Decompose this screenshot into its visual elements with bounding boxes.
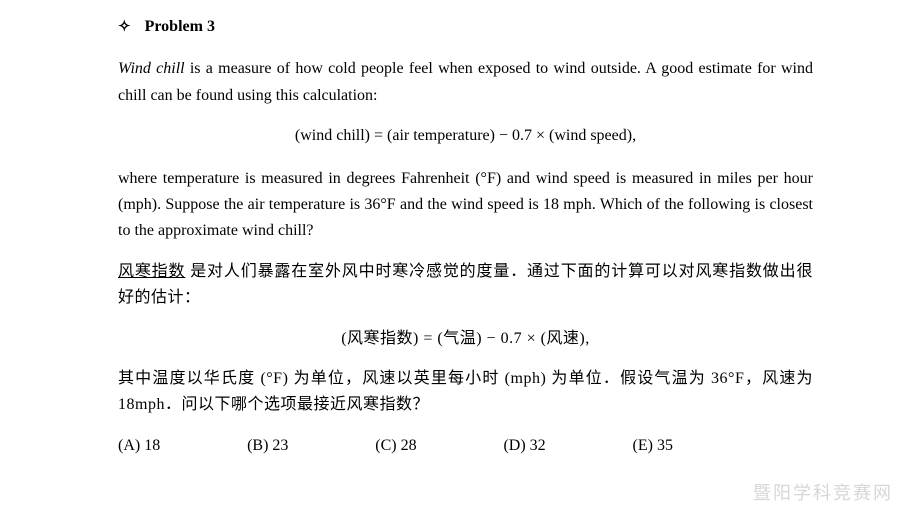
chinese-equation: (风寒指数) = (气温) − 0.7 × (风速), xyxy=(118,326,813,352)
chinese-intro-rest: 是对人们暴露在室外风中时寒冷感觉的度量．通过下面的计算可以对风寒指数做出很好的估… xyxy=(118,263,813,306)
english-intro: Wind chill is a measure of how cold peop… xyxy=(118,56,813,109)
chinese-intro: 风寒指数 是对人们暴露在室外风中时寒冷感觉的度量．通过下面的计算可以对风寒指数做… xyxy=(118,259,813,312)
option-e[interactable]: (E) 35 xyxy=(633,433,673,459)
chinese-body: 其中温度以华氏度 (°F) 为单位，风速以英里每小时 (mph) 为单位．假设气… xyxy=(118,366,813,419)
term-windchill: Wind chill xyxy=(118,60,185,77)
english-intro-rest: is a measure of how cold people feel whe… xyxy=(118,60,813,103)
answer-options: (A) 18 (B) 23 (C) 28 (D) 32 (E) 35 xyxy=(118,433,813,459)
problem-page: ✧ Problem 3 Wind chill is a measure of h… xyxy=(0,0,923,459)
english-body: where temperature is measured in degrees… xyxy=(118,166,813,245)
option-b[interactable]: (B) 23 xyxy=(247,433,288,459)
english-equation: (wind chill) = (air temperature) − 0.7 ×… xyxy=(118,123,813,149)
watermark: 暨阳学科竞赛网 xyxy=(753,479,893,505)
problem-header: ✧ Problem 3 xyxy=(118,14,813,40)
option-a[interactable]: (A) 18 xyxy=(118,433,160,459)
problem-title: Problem 3 xyxy=(145,14,215,40)
option-c[interactable]: (C) 28 xyxy=(375,433,416,459)
option-d[interactable]: (D) 32 xyxy=(503,433,545,459)
diamond-icon: ✧ xyxy=(118,20,131,35)
term-fenghan: 风寒指数 xyxy=(118,263,185,280)
